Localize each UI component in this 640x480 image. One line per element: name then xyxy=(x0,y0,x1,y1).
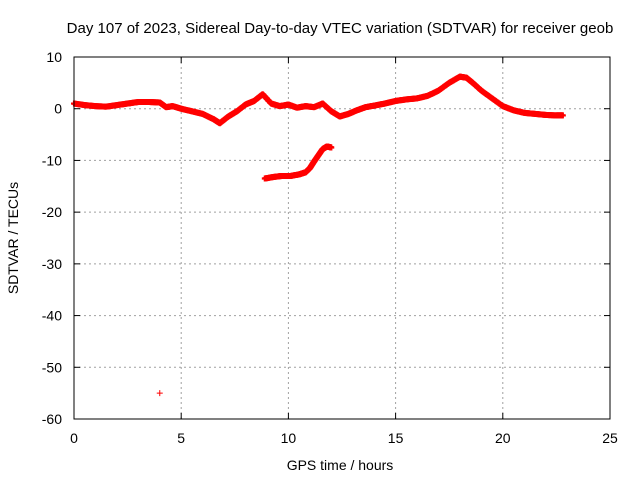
plot-frame xyxy=(73,56,611,420)
x-tick-label: 10 xyxy=(281,430,297,446)
y-tick-label: -40 xyxy=(42,308,62,324)
x-axis-label: GPS time / hours xyxy=(287,457,394,473)
y-tick-label: -50 xyxy=(42,359,62,375)
x-tick-label: 0 xyxy=(70,430,78,446)
chart-title: Day 107 of 2023, Sidereal Day-to-day VTE… xyxy=(67,20,614,37)
data-points xyxy=(71,73,566,397)
y-axis-label: SDTVAR / TECUs xyxy=(5,182,21,294)
x-tick-label: 20 xyxy=(495,430,511,446)
outlier-point xyxy=(156,390,163,397)
x-tick-label: 25 xyxy=(602,430,618,446)
x-tick-label: 5 xyxy=(177,430,185,446)
y-tick-label: -20 xyxy=(42,204,62,220)
y-tick-label: -60 xyxy=(42,411,62,427)
data-point xyxy=(559,112,566,119)
x-tick-label: 15 xyxy=(388,430,404,446)
grid xyxy=(74,57,610,419)
y-tick-label: 0 xyxy=(54,101,62,117)
data-point xyxy=(328,144,335,151)
y-tick-label: -30 xyxy=(42,256,62,272)
y-tick-label: -10 xyxy=(42,152,62,168)
axis-ticks: 0 5 10 15 20 25 10 0 -10 -20 -30 -40 -50 -60 xyxy=(42,49,618,446)
y-tick-label: 10 xyxy=(46,49,62,65)
